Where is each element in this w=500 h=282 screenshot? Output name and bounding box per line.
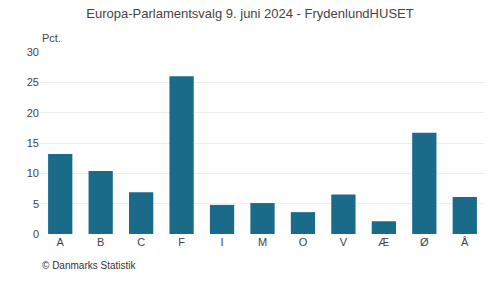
svg-text:V: V (340, 236, 348, 248)
svg-text:B: B (97, 236, 104, 248)
svg-text:Europa-Parlamentsvalg 9. juni: Europa-Parlamentsvalg 9. juni 2024 - Fry… (86, 6, 413, 21)
svg-text:Ø: Ø (420, 236, 429, 248)
svg-text:10: 10 (27, 167, 39, 179)
svg-text:30: 30 (27, 46, 39, 58)
svg-text:I: I (221, 236, 224, 248)
svg-text:5: 5 (33, 198, 39, 210)
svg-text:M: M (258, 236, 267, 248)
svg-text:Å: Å (461, 236, 469, 248)
svg-text:Æ: Æ (378, 236, 389, 248)
svg-text:A: A (57, 236, 65, 248)
svg-text:25: 25 (27, 76, 39, 88)
svg-text:O: O (299, 236, 308, 248)
svg-text:Pct.: Pct. (42, 32, 61, 44)
svg-text:15: 15 (27, 137, 39, 149)
svg-text:C: C (137, 236, 145, 248)
svg-text:© Danmarks Statistik: © Danmarks Statistik (42, 260, 137, 271)
svg-text:20: 20 (27, 107, 39, 119)
svg-text:F: F (178, 236, 185, 248)
svg-text:0: 0 (33, 228, 39, 240)
